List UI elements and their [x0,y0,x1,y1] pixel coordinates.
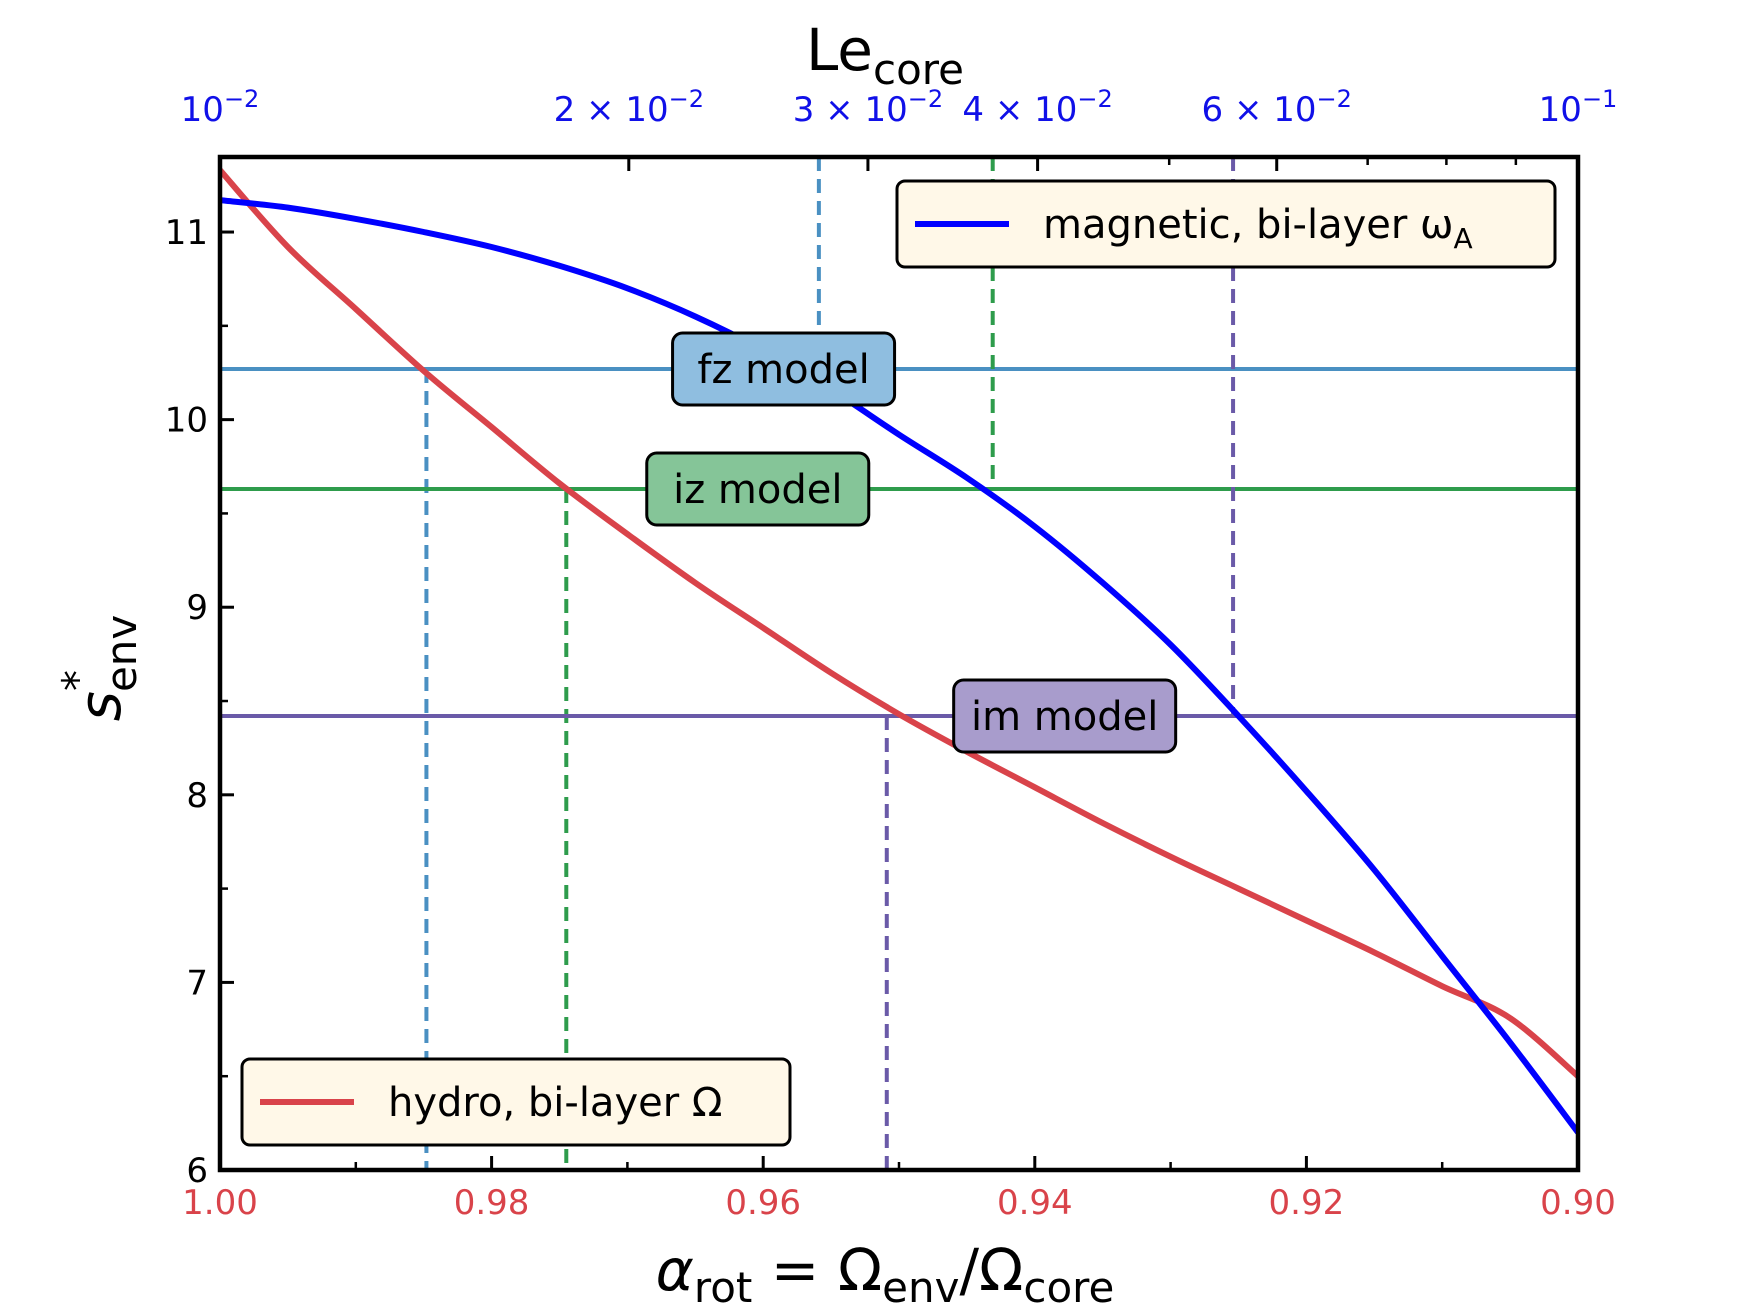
x-axis-title-sub3: core [1023,1263,1114,1307]
legend-label-1: magnetic, bi-layer ωA [1043,202,1473,255]
model-label-text-1: iz model [673,467,842,513]
model-label-box-2 [952,678,1178,754]
top-axis-title: Lecore [806,16,964,94]
top-tick-label-1: 2 × 10−2 [554,85,704,130]
legend-box-0 [240,1057,792,1147]
top-tick-label-4: 6 × 10−2 [1202,85,1352,130]
top-axis-title-sub: core [873,45,964,94]
x-tick-label-0: 1.00 [182,1183,258,1223]
y-tick-label-3: 9 [186,588,208,628]
legend-label-0: hydro, bi-layer Ω [388,1080,722,1126]
x-tick-label-3: 0.94 [997,1183,1073,1223]
x-axis-title-sub1: rot [694,1263,753,1307]
x-axis-title-sub2: env [882,1263,959,1307]
top-tick-label-2: 3 × 10−2 [793,85,943,130]
plot-frame [217,154,1581,1173]
x-axis-title-alpha: α [656,1236,694,1304]
y-tick-label-1: 7 [186,963,208,1003]
y-axis-title: s*env [53,615,146,722]
series-line-magnetic [220,197,1578,1135]
legend-box-1 [895,179,1557,269]
y-axis-title-main: s [66,691,134,721]
x-tick-label-5: 0.90 [1540,1183,1616,1223]
y-axis-title-sub: env [97,615,146,692]
y-tick-label-4: 10 [165,401,208,441]
x-axis-title: αrot = Ωenv/Ωcore [656,1236,1115,1307]
series-line-hydro [220,168,1578,1079]
x-axis-title-slash: /Ω [960,1236,1024,1304]
x-tick-label-4: 0.92 [1269,1183,1345,1223]
y-tick-label-5: 11 [165,213,208,253]
top-tick-label-3: 4 × 10−2 [962,85,1112,130]
model-label-box-0 [671,331,897,407]
x-axis-title-eq: = Ω [752,1236,882,1304]
x-tick-label-2: 0.96 [725,1183,801,1223]
x-tick-label-1: 0.98 [454,1183,530,1223]
top-axis-title-main: Le [806,16,873,84]
y-tick-label-2: 8 [186,776,208,816]
y-axis-title-sup: * [53,670,102,691]
model-label-text-0: fz model [697,347,869,393]
y-tick-label-0: 6 [186,1151,208,1191]
top-tick-label-5: 10−1 [1539,85,1618,130]
model-label-text-2: im model [971,694,1158,740]
top-tick-label-0: 10−2 [181,85,260,130]
model-label-box-1 [645,451,871,527]
